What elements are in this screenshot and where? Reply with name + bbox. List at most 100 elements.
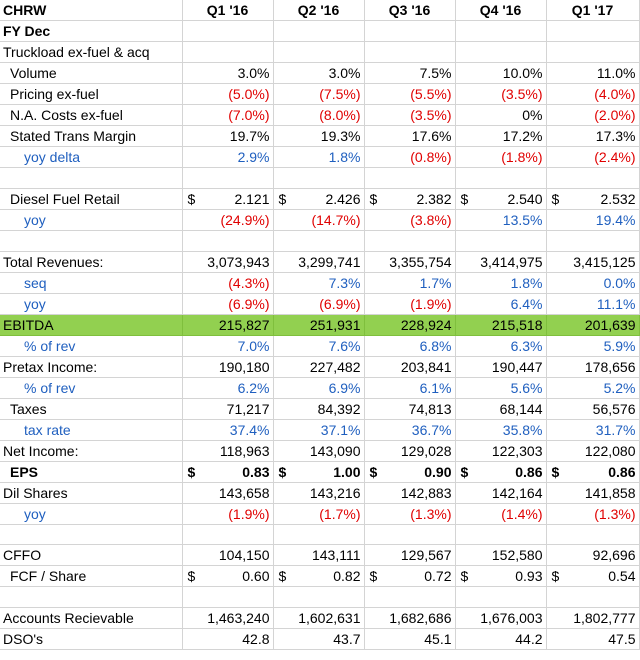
- value-cell[interactable]: 152,580: [455, 544, 547, 567]
- row-label[interactable]: [0, 586, 183, 608]
- value-cell[interactable]: (1.7%): [273, 503, 365, 525]
- value-cell[interactable]: 2.9%: [182, 146, 274, 169]
- value-cell[interactable]: [273, 586, 365, 608]
- value-cell[interactable]: 0%: [455, 104, 547, 127]
- value-cell[interactable]: (4.0%): [546, 83, 640, 106]
- value-cell[interactable]: $2.382: [364, 188, 456, 210]
- value-cell[interactable]: 1,802,777: [546, 607, 640, 629]
- row-label[interactable]: Pricing ex-fuel: [0, 83, 183, 106]
- value-cell[interactable]: 5.9%: [546, 335, 640, 357]
- value-cell[interactable]: 31.7%: [546, 419, 640, 441]
- value-cell[interactable]: [546, 167, 640, 189]
- value-cell[interactable]: 1.8%: [273, 146, 365, 169]
- value-cell[interactable]: [546, 41, 640, 64]
- row-label[interactable]: [0, 167, 183, 189]
- value-cell[interactable]: 0.0%: [546, 272, 640, 294]
- value-cell[interactable]: $0.93: [455, 565, 547, 588]
- value-cell[interactable]: (1.4%): [455, 503, 547, 525]
- value-cell[interactable]: 251,931: [273, 314, 365, 336]
- header-cell-ticker[interactable]: CHRW: [0, 0, 183, 22]
- value-cell[interactable]: 142,164: [455, 482, 547, 504]
- value-cell[interactable]: [546, 524, 640, 546]
- value-cell[interactable]: (5.5%): [364, 83, 456, 106]
- value-cell[interactable]: 19.4%: [546, 209, 640, 231]
- value-cell[interactable]: $0.72: [364, 565, 456, 588]
- row-label[interactable]: % of rev: [0, 335, 183, 357]
- value-cell[interactable]: 36.7%: [364, 419, 456, 441]
- value-cell[interactable]: 7.5%: [364, 62, 456, 85]
- header-cell-q4-16[interactable]: Q4 '16: [455, 0, 547, 22]
- value-cell[interactable]: 178,656: [546, 356, 640, 378]
- value-cell[interactable]: 3,355,754: [364, 251, 456, 273]
- value-cell[interactable]: 17.2%: [455, 125, 547, 148]
- value-cell[interactable]: 44.2: [455, 628, 547, 650]
- row-label[interactable]: Accounts Recievable: [0, 607, 183, 629]
- value-cell[interactable]: (1.9%): [364, 293, 456, 315]
- value-cell[interactable]: [455, 167, 547, 189]
- value-cell[interactable]: 42.8: [182, 628, 274, 650]
- value-cell[interactable]: (7.0%): [182, 104, 274, 127]
- value-cell[interactable]: 122,303: [455, 440, 547, 462]
- row-label[interactable]: Volume: [0, 62, 183, 85]
- value-cell[interactable]: (6.9%): [182, 293, 274, 315]
- value-cell[interactable]: (14.7%): [273, 209, 365, 231]
- value-cell[interactable]: (24.9%): [182, 209, 274, 231]
- header-cell-q3-16[interactable]: Q3 '16: [364, 0, 456, 22]
- value-cell[interactable]: [546, 230, 640, 252]
- value-cell[interactable]: 203,841: [364, 356, 456, 378]
- value-cell[interactable]: (0.8%): [364, 146, 456, 169]
- value-cell[interactable]: 68,144: [455, 398, 547, 420]
- value-cell[interactable]: 19.3%: [273, 125, 365, 148]
- value-cell[interactable]: 7.6%: [273, 335, 365, 357]
- value-cell[interactable]: 122,080: [546, 440, 640, 462]
- value-cell[interactable]: 5.2%: [546, 377, 640, 399]
- value-cell[interactable]: $0.83: [182, 461, 274, 483]
- value-cell[interactable]: 3,414,975: [455, 251, 547, 273]
- value-cell[interactable]: [546, 586, 640, 608]
- value-cell[interactable]: (3.5%): [364, 104, 456, 127]
- value-cell[interactable]: [182, 586, 274, 608]
- value-cell[interactable]: 45.1: [364, 628, 456, 650]
- row-label[interactable]: N.A. Costs ex-fuel: [0, 104, 183, 127]
- value-cell[interactable]: 143,658: [182, 482, 274, 504]
- value-cell[interactable]: [273, 230, 365, 252]
- value-cell[interactable]: 37.4%: [182, 419, 274, 441]
- header-cell-q2-16[interactable]: Q2 '16: [273, 0, 365, 22]
- value-cell[interactable]: 129,028: [364, 440, 456, 462]
- value-cell[interactable]: [273, 20, 365, 43]
- value-cell[interactable]: 43.7: [273, 628, 365, 650]
- value-cell[interactable]: (1.3%): [364, 503, 456, 525]
- value-cell[interactable]: [455, 586, 547, 608]
- value-cell[interactable]: 7.0%: [182, 335, 274, 357]
- row-label[interactable]: Total Revenues:: [0, 251, 183, 273]
- row-label[interactable]: yoy delta: [0, 146, 183, 169]
- value-cell[interactable]: 143,111: [273, 544, 365, 567]
- value-cell[interactable]: (8.0%): [273, 104, 365, 127]
- value-cell[interactable]: 141,858: [546, 482, 640, 504]
- value-cell[interactable]: (3.5%): [455, 83, 547, 106]
- value-cell[interactable]: 56,576: [546, 398, 640, 420]
- row-label[interactable]: Net Income:: [0, 440, 183, 462]
- value-cell[interactable]: [182, 20, 274, 43]
- value-cell[interactable]: 215,827: [182, 314, 274, 336]
- value-cell[interactable]: 6.1%: [364, 377, 456, 399]
- value-cell[interactable]: 215,518: [455, 314, 547, 336]
- value-cell[interactable]: [455, 41, 547, 64]
- value-cell[interactable]: $2.121: [182, 188, 274, 210]
- value-cell[interactable]: [364, 41, 456, 64]
- row-label[interactable]: [0, 524, 183, 546]
- value-cell[interactable]: $0.60: [182, 565, 274, 588]
- value-cell[interactable]: 19.7%: [182, 125, 274, 148]
- value-cell[interactable]: 92,696: [546, 544, 640, 567]
- value-cell[interactable]: 84,392: [273, 398, 365, 420]
- value-cell[interactable]: 11.1%: [546, 293, 640, 315]
- header-cell-q1-16[interactable]: Q1 '16: [182, 0, 274, 22]
- value-cell[interactable]: [364, 230, 456, 252]
- value-cell[interactable]: [364, 20, 456, 43]
- row-label[interactable]: Pretax Income:: [0, 356, 183, 378]
- value-cell[interactable]: $2.532: [546, 188, 640, 210]
- value-cell[interactable]: 1,676,003: [455, 607, 547, 629]
- value-cell[interactable]: $2.426: [273, 188, 365, 210]
- row-label[interactable]: seq: [0, 272, 183, 294]
- row-label[interactable]: yoy: [0, 293, 183, 315]
